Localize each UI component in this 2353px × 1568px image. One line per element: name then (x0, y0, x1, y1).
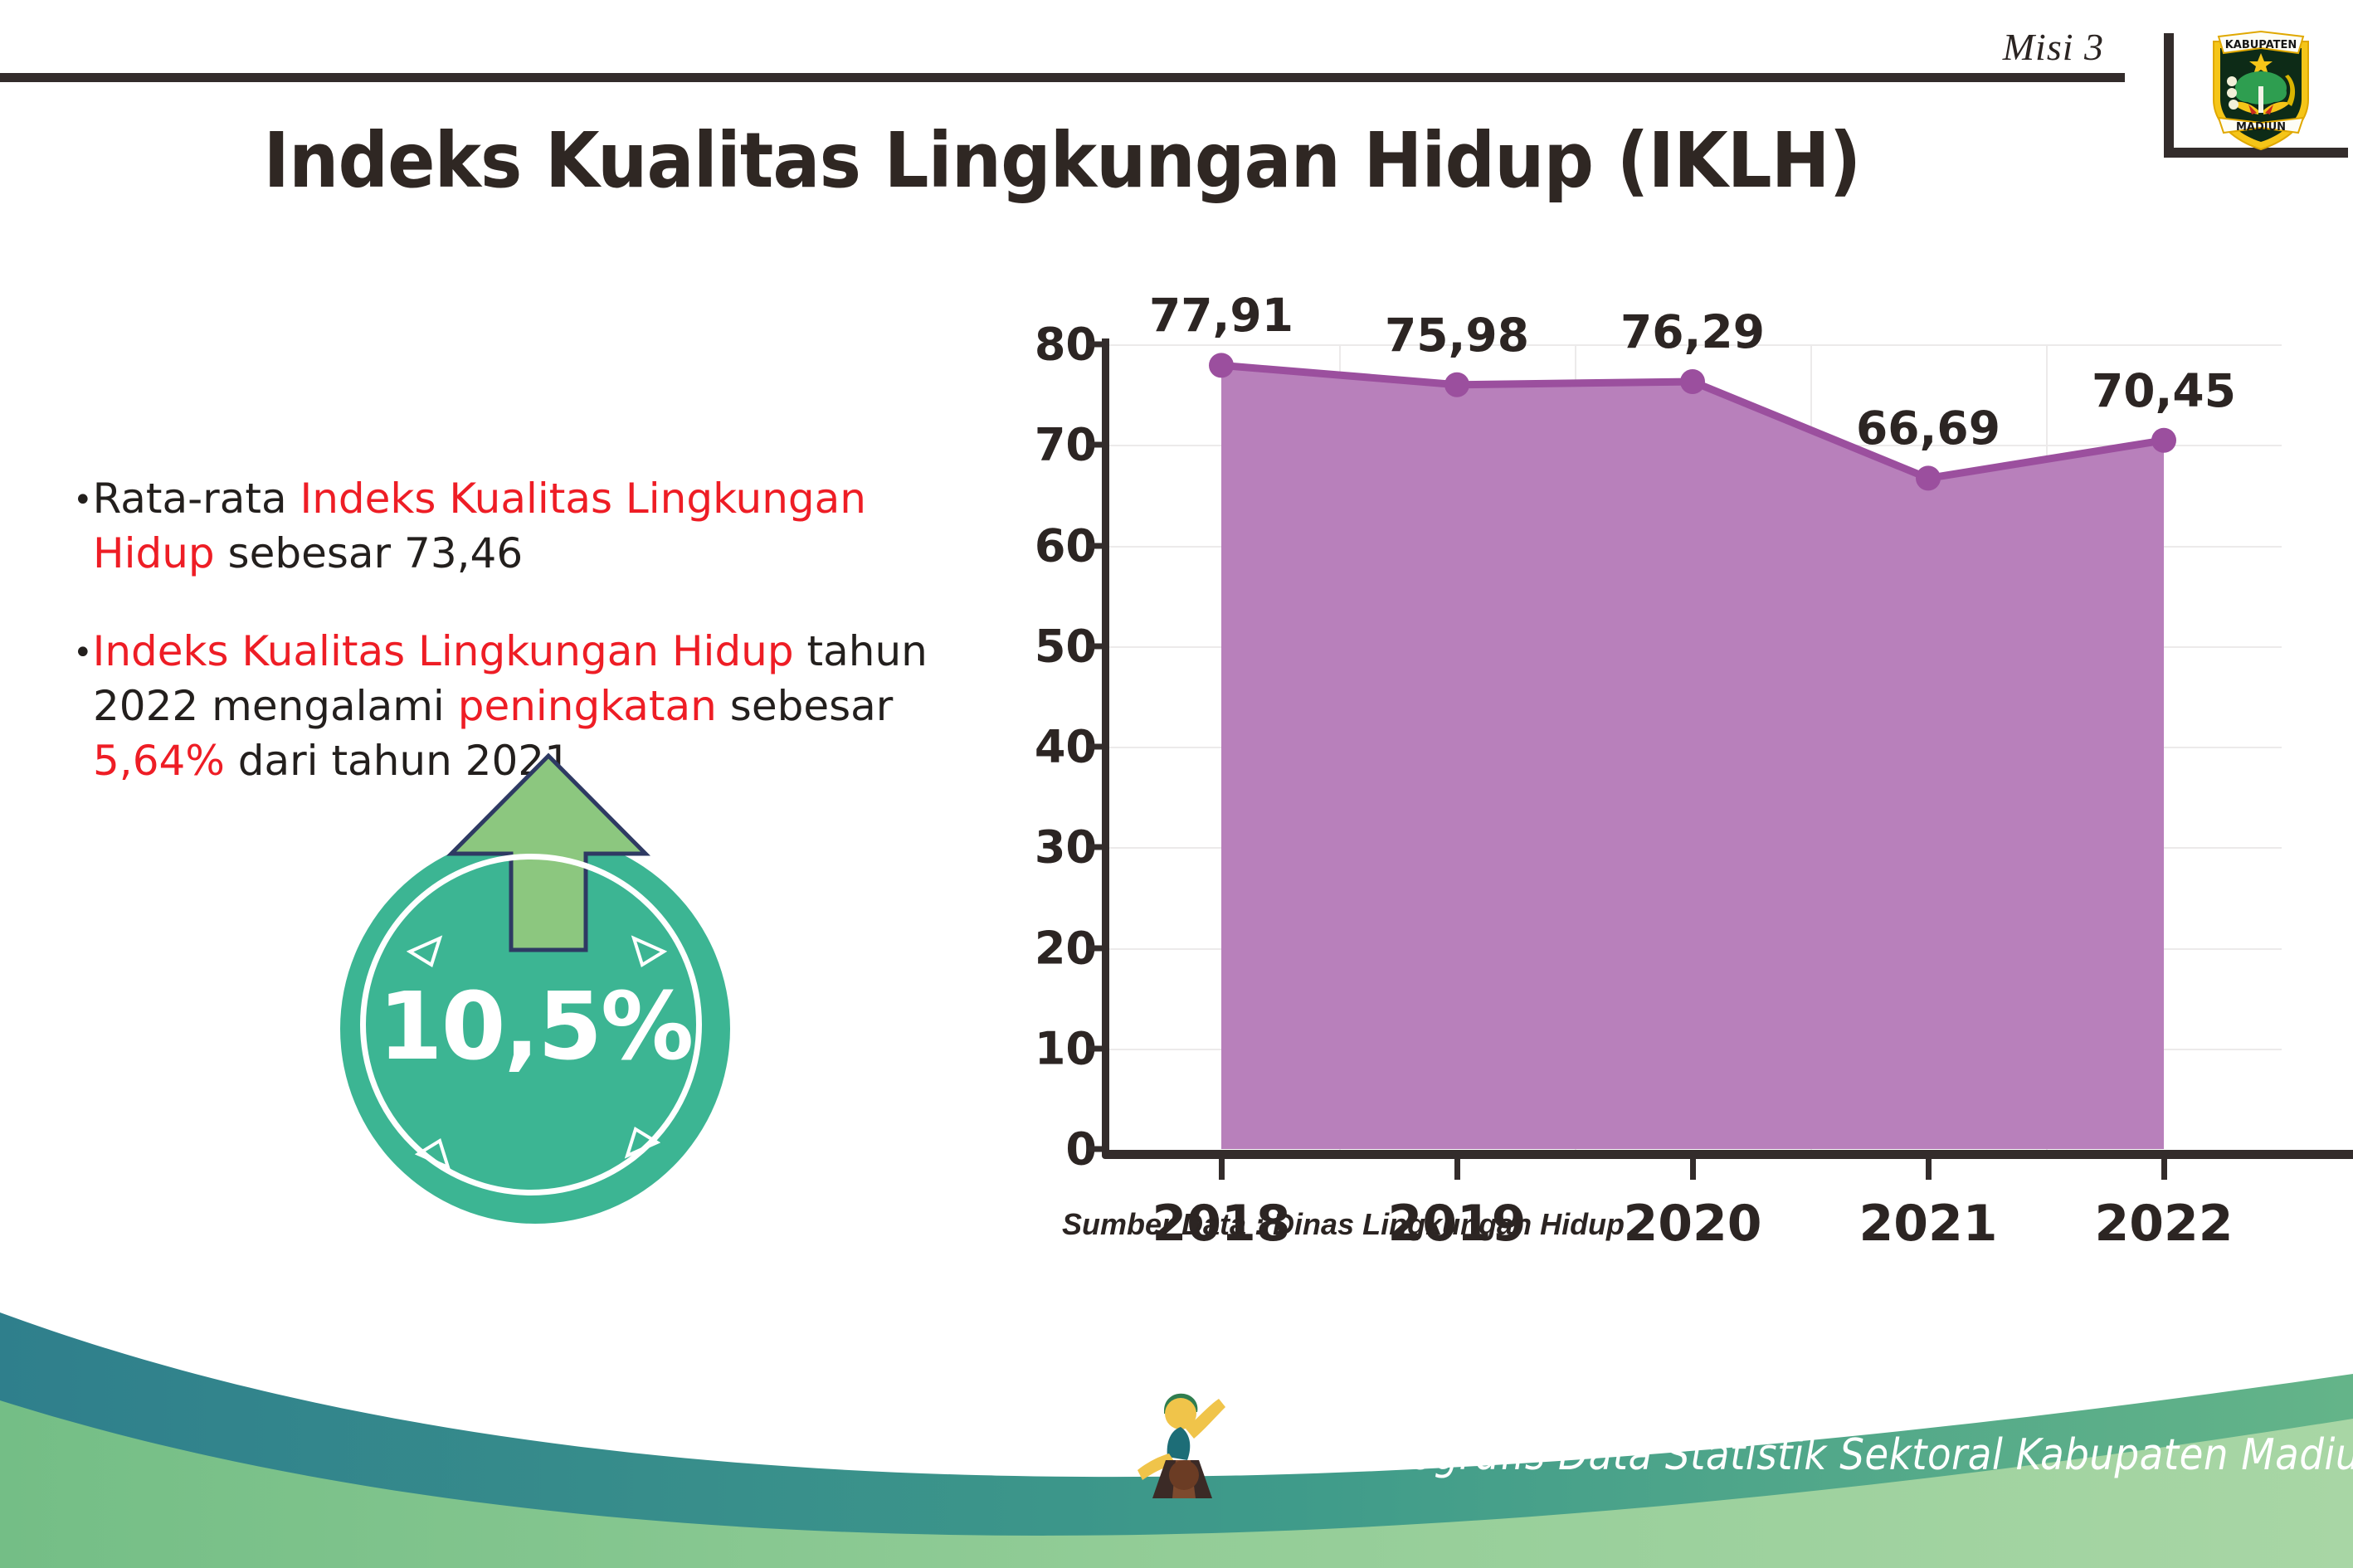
list-item: Rata-rata Indeks Kualitas Lingkungan Hid… (73, 471, 952, 581)
chart-series-area (1221, 365, 2164, 1149)
badge-value: 10,5% (378, 973, 694, 1081)
spark-triangle-icon-bl (415, 1137, 451, 1171)
area-fill (1221, 365, 2164, 1149)
y-axis-tick (1089, 1146, 1107, 1152)
bullet-2-part-2: peningkatan (457, 682, 717, 730)
data-point-marker[interactable] (2151, 427, 2176, 453)
x-axis-line (1102, 1150, 2353, 1159)
bullet-2-part-0: Indeks Kualitas Lingkungan Hidup (92, 627, 794, 675)
emblem-bottom-label: MADIUN (2236, 121, 2286, 134)
data-point-marker[interactable] (1209, 353, 1234, 378)
bullet-1-part-1: Indeks Kualitas Lingkungan Hidup (93, 475, 866, 577)
bullet-dot-icon (73, 627, 93, 675)
x-axis-tick (1926, 1158, 1932, 1180)
data-point-marker[interactable] (1680, 368, 1705, 394)
corner-bracket-horizontal (2164, 148, 2348, 158)
header-divider (0, 73, 2125, 82)
x-axis-tick-label: 2020 (1623, 1195, 1762, 1253)
y-axis-line (1102, 338, 1109, 1156)
chart-source-caption: Sumber Data : Dinas Lingkungan Hidup (1062, 1207, 1625, 1241)
x-axis-tick (1219, 1158, 1225, 1180)
x-axis-tick (2161, 1158, 2167, 1180)
badge-ring (360, 854, 702, 1195)
page-footer: Media Infografis Data Statistik Sektoral… (0, 1294, 2353, 1568)
bullet-1-part-0: Rata-rata (92, 475, 300, 523)
footer-label: Media Infografis Data Statistik Sektoral… (1228, 1430, 2353, 1480)
y-axis-tick-label: 10 (1034, 1022, 1097, 1075)
corner-bracket-vertical (2164, 33, 2174, 158)
y-axis-tick (1089, 844, 1107, 850)
misi-label: Misi 3 (2002, 26, 2104, 68)
data-point-marker[interactable] (1916, 465, 1941, 491)
page-title: Indeks Kualitas Lingkungan Hidup (IKLH) (263, 116, 1862, 205)
y-axis-tick (1089, 543, 1107, 548)
y-axis-tick (1089, 945, 1107, 951)
bullet-2-part-4: 5,64% (93, 737, 225, 785)
footer-wave-decoration (0, 1312, 2353, 1568)
kabupaten-madiun-emblem-icon: KABUPATEN MADIUN (2213, 30, 2309, 151)
bullet-2-part-1: tahun 2022 mengalami (93, 627, 928, 730)
y-axis-tick-label: 70 (1034, 418, 1097, 471)
y-axis-tick-label: 40 (1034, 720, 1097, 773)
bullet-2-part-5: dari tahun 2021 (224, 737, 571, 785)
x-axis-tick-label: 2018 (1152, 1195, 1291, 1253)
y-axis-tick-label: 50 (1034, 620, 1097, 673)
y-axis-tick (1089, 341, 1107, 348)
x-axis-tick-label: 2019 (1387, 1195, 1527, 1253)
x-axis-tick-label: 2022 (2094, 1195, 2234, 1253)
spark-triangle-icon-tr (631, 935, 667, 968)
emblem-top-label: KABUPATEN (2225, 39, 2297, 51)
data-point-label: 66,69 (1856, 402, 2000, 455)
data-point-label: 70,45 (2092, 363, 2236, 417)
data-point-label: 76,29 (1620, 304, 1765, 358)
iklh-area-chart: 0 10 20 30 40 50 60 70 80 2018 2019 2020 2021 2022 7… (938, 289, 2353, 1278)
dancer-logo-icon (1138, 1393, 1225, 1498)
y-axis-tick (1089, 743, 1107, 750)
data-point-label: 77,91 (1149, 289, 1293, 343)
y-axis-tick-label: 80 (1034, 318, 1097, 371)
y-axis-tick (1089, 643, 1107, 650)
x-axis-tick (1690, 1158, 1696, 1180)
data-point-label: 75,98 (1385, 308, 1529, 362)
y-axis-tick-label: 30 (1034, 821, 1097, 874)
bullet-1-part-2: sebesar 73,46 (214, 529, 524, 577)
y-axis-tick (1089, 441, 1107, 448)
y-axis-tick (1089, 1045, 1107, 1052)
y-axis-tick-label: 60 (1034, 519, 1097, 572)
spark-triangle-icon-br (624, 1126, 660, 1159)
y-axis-labels: 0 10 20 30 40 50 60 70 80 (938, 299, 1097, 1176)
x-axis-tick-label: 2021 (1859, 1195, 1998, 1253)
y-axis-tick-label: 20 (1034, 922, 1097, 974)
increase-badge: 10,5% (324, 751, 763, 1224)
bullet-dot-icon (73, 475, 93, 523)
y-axis-tick-label: 0 (1065, 1122, 1097, 1176)
gridline (1103, 344, 2282, 346)
spark-triangle-icon-tl (407, 935, 443, 968)
bullet-list: Rata-rata Indeks Kualitas Lingkungan Hid… (73, 471, 952, 788)
bullet-2-part-3: sebesar (716, 682, 894, 730)
data-point-marker[interactable] (1444, 372, 1469, 397)
list-item: Indeks Kualitas Lingkungan Hidup tahun 2… (73, 624, 952, 788)
chart-markers (1209, 353, 2176, 491)
x-axis-tick (1454, 1158, 1460, 1180)
